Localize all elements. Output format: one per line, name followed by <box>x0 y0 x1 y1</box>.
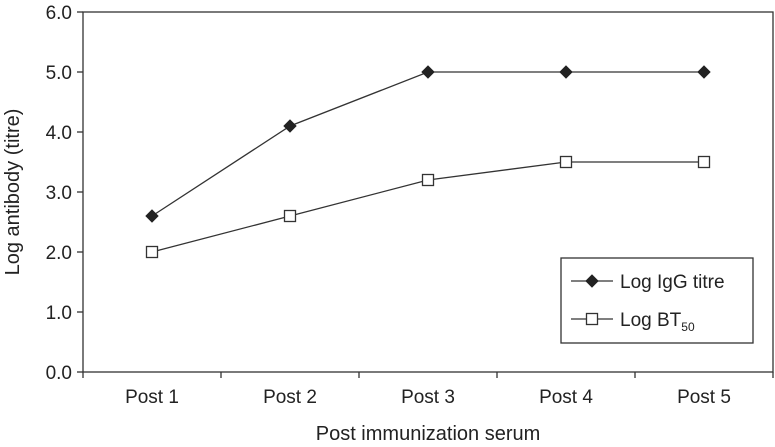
legend-box <box>560 257 754 344</box>
y-tick-label: 3.0 <box>46 183 72 204</box>
x-axis-title: Post immunization serum <box>316 423 541 445</box>
y-tick-label: 1.0 <box>46 303 72 324</box>
y-tick-label: 6.0 <box>46 3 72 24</box>
y-tick-label: 5.0 <box>46 63 72 84</box>
data-point <box>697 65 711 79</box>
y-axis-title: Log antibody (titre) <box>2 109 24 276</box>
series-layer <box>145 65 711 259</box>
legend-label-subscript: 50 <box>681 320 695 334</box>
y-axis-ticks: 0.0 1.0 2.0 3.0 4.0 5.0 6.0 <box>46 3 83 384</box>
data-point <box>145 245 159 259</box>
data-point <box>145 209 159 223</box>
x-axis-ticks: Post 1 Post 2 Post 3 Post 4 Post 5 <box>82 372 774 408</box>
x-tick-label: Post 4 <box>539 387 593 408</box>
data-point <box>421 173 435 187</box>
series-2 <box>145 155 711 259</box>
x-tick-label: Post 5 <box>677 387 731 408</box>
y-tick-label: 2.0 <box>46 243 72 264</box>
data-point <box>559 155 573 169</box>
data-point <box>559 65 573 79</box>
y-tick-label: 0.0 <box>46 363 72 384</box>
legend-marker <box>585 312 599 326</box>
data-point <box>283 209 297 223</box>
x-tick-label: Post 3 <box>401 387 455 408</box>
data-point <box>697 155 711 169</box>
data-point <box>421 65 435 79</box>
legend-label: Log IgG titre <box>620 272 725 293</box>
series-1 <box>145 65 711 223</box>
y-tick-label: 4.0 <box>46 123 72 144</box>
x-tick-label: Post 1 <box>125 387 179 408</box>
x-tick-label: Post 2 <box>263 387 317 408</box>
data-point <box>283 119 297 133</box>
legend-marker <box>585 274 599 288</box>
